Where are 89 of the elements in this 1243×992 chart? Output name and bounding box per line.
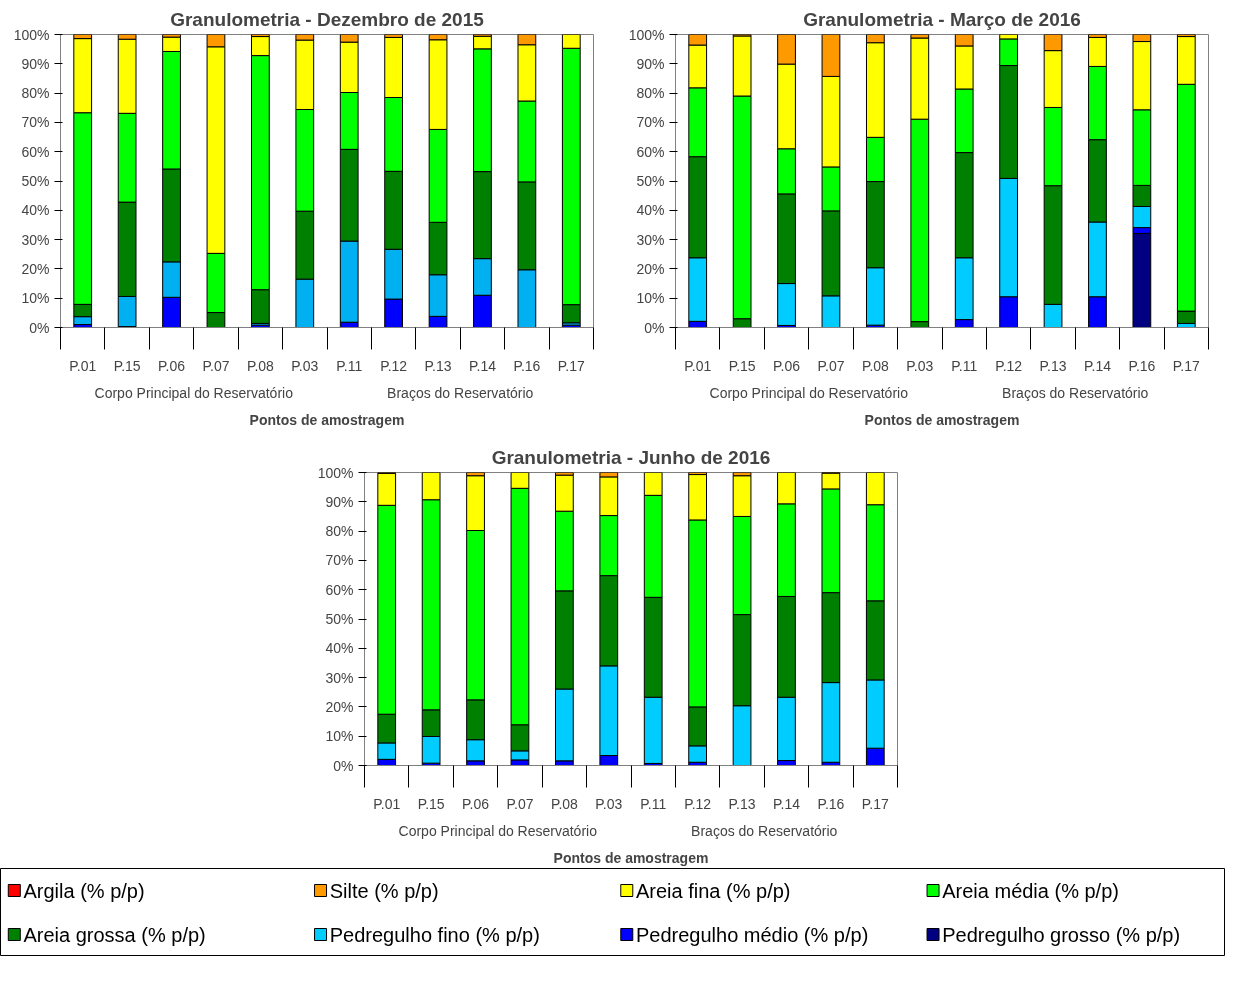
x-tick-label: P.16	[513, 357, 541, 374]
x-tick-label: P.03	[906, 357, 934, 374]
y-tick-label: 50%	[636, 173, 665, 189]
y-tick-label: 70%	[325, 552, 354, 569]
y-tick-label: 90%	[21, 55, 50, 72]
y-tick-label: 30%	[636, 231, 665, 248]
x-tick-label: P.13	[424, 357, 452, 374]
x-tick-label: P.01	[373, 795, 401, 812]
y-tick-label: 10%	[21, 290, 50, 307]
y-tick-label: 10%	[325, 728, 354, 745]
x-tick-label: P.17	[1172, 357, 1200, 374]
x-tick-label: P.07	[817, 357, 845, 374]
x-tick-label: P.06	[773, 357, 801, 374]
x-tick-label: P.11	[640, 795, 667, 812]
y-tick-label: 50%	[21, 173, 50, 189]
x-tick-label: P.08	[246, 357, 275, 374]
x-tick-label: P.01	[69, 357, 97, 374]
x-axis-title: Pontos de amostragem	[249, 411, 405, 428]
x-tick-label: P.16	[1128, 357, 1156, 374]
legend-label: Areia fina (% p/p)	[635, 879, 791, 902]
x-tick-label: P.12	[380, 357, 408, 374]
text: Corpo Principal do Reservatório	[94, 384, 294, 401]
y-tick-label: 0%	[333, 757, 354, 774]
legend-label: Areia grossa (% p/p)	[23, 923, 206, 946]
x-tick-label: P.16	[817, 795, 845, 812]
y-tick-label: 20%	[325, 698, 354, 715]
x-tick-label: P.14	[1083, 357, 1112, 374]
y-tick-label: 100%	[628, 26, 665, 43]
x-tick-label: P.12	[684, 795, 712, 812]
y-tick-label: 50%	[325, 611, 354, 627]
y-tick-label: 10%	[636, 290, 665, 307]
x-tick-label: P.03	[291, 357, 319, 374]
x-tick-label: P.15	[728, 357, 756, 374]
text: Braços do Reservatório	[1002, 384, 1149, 401]
text: Corpo Principal do Reservatório	[398, 822, 598, 839]
y-tick-label: 80%	[636, 85, 665, 102]
x-tick-label: P.17	[557, 357, 585, 374]
y-tick-label: 60%	[636, 143, 665, 160]
y-tick-label: 40%	[325, 640, 354, 657]
y-tick-label: 30%	[325, 669, 354, 686]
y-tick-label: 60%	[325, 581, 354, 598]
x-tick-label: P.15	[113, 357, 141, 374]
legend-label: Pedregulho fino (% p/p)	[329, 923, 540, 946]
y-tick-label: 0%	[29, 319, 50, 336]
x-tick-label: P.07	[506, 795, 534, 812]
x-tick-label: P.12	[995, 357, 1023, 374]
y-tick-label: 70%	[21, 114, 50, 131]
x-tick-label: P.03	[595, 795, 623, 812]
y-tick-label: 60%	[21, 143, 50, 160]
chart-title: Granulometria - Dezembro de 2015	[170, 8, 485, 30]
x-tick-label: P.01	[684, 357, 712, 374]
chart-title: Granulometria - Junho de 2016	[491, 446, 771, 468]
legend-label: Pedregulho grosso (% p/p)	[942, 923, 1181, 946]
legend-label: Pedregulho médio (% p/p)	[635, 923, 869, 946]
y-tick-label: 40%	[636, 202, 665, 219]
y-tick-label: 70%	[636, 114, 665, 131]
y-tick-label: 0%	[644, 319, 665, 336]
x-tick-label: P.13	[728, 795, 756, 812]
y-tick-label: 90%	[636, 55, 665, 72]
x-tick-label: P.13	[1039, 357, 1067, 374]
x-tick-label: P.06	[158, 357, 186, 374]
y-tick-label: 90%	[325, 493, 354, 510]
text: Corpo Principal do Reservatório	[709, 384, 909, 401]
legend-label: Argila (% p/p)	[23, 879, 145, 902]
x-tick-label: P.17	[861, 795, 889, 812]
text: Braços do Reservatório	[691, 822, 838, 839]
x-axis-title: Pontos de amostragem	[864, 411, 1020, 428]
text: Braços do Reservatório	[387, 384, 534, 401]
x-tick-label: P.14	[468, 357, 497, 374]
x-tick-label: P.08	[550, 795, 579, 812]
x-tick-label: P.07	[202, 357, 230, 374]
y-tick-label: 80%	[325, 523, 354, 540]
y-tick-label: 40%	[21, 202, 50, 219]
y-tick-label: 20%	[636, 260, 665, 277]
x-tick-label: P.14	[772, 795, 801, 812]
y-tick-label: 80%	[21, 85, 50, 102]
legend-label: Areia média (% p/p)	[942, 879, 1119, 902]
x-tick-label: P.11	[951, 357, 978, 374]
y-tick-label: 100%	[13, 26, 50, 43]
y-tick-label: 20%	[21, 260, 50, 277]
x-tick-label: P.11	[336, 357, 363, 374]
y-tick-label: 100%	[317, 464, 354, 481]
y-tick-label: 30%	[21, 231, 50, 248]
legend-label: Silte (% p/p)	[329, 879, 439, 902]
x-tick-label: P.06	[462, 795, 490, 812]
x-tick-label: P.15	[417, 795, 445, 812]
x-tick-label: P.08	[861, 357, 890, 374]
chart-title: Granulometria - Março de 2016	[803, 8, 1081, 30]
x-axis-title: Pontos de amostragem	[553, 849, 709, 866]
